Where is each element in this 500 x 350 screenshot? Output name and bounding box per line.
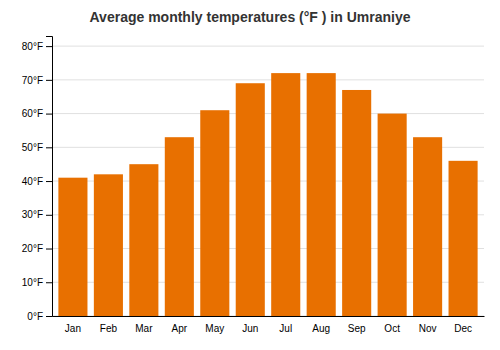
- x-tick-label: Oct: [384, 323, 400, 334]
- y-tick: 40°F: [22, 176, 52, 187]
- grid-line: [52, 79, 484, 80]
- x-tick-label: Mar: [135, 323, 153, 334]
- chart-svg: 0°F 10°F 20°F 30°F 40°F 50°F 60°F 70°F 80°F Jan Fe…: [0, 0, 500, 350]
- y-tick-mark: [46, 215, 52, 216]
- title: Average monthly temperatures (°F ) in Um…: [90, 9, 411, 25]
- bar: [129, 164, 158, 316]
- y-tick: 70°F: [22, 75, 52, 86]
- x-tick-label: Jan: [65, 323, 81, 334]
- bar: [413, 137, 442, 316]
- x-tick-label: May: [205, 323, 224, 334]
- chart-container: 0°F 10°F 20°F 30°F 40°F 50°F 60°F 70°F 80°F Jan Fe…: [0, 0, 500, 350]
- x-tick: Dec: [454, 323, 472, 334]
- y-tick-mark: [46, 181, 52, 182]
- y-tick-mark: [46, 114, 52, 115]
- y-tick-mark: [46, 80, 52, 81]
- x-tick: Jan: [65, 323, 81, 334]
- y-tick: 10°F: [22, 277, 52, 288]
- bar: [94, 174, 123, 316]
- x-tick: Aug: [312, 323, 330, 334]
- y-tick-mark: [46, 46, 52, 47]
- bar: [342, 90, 371, 316]
- bar: [165, 137, 194, 316]
- y-tick: 20°F: [22, 243, 52, 254]
- y-tick-label: 20°F: [22, 243, 43, 254]
- bar: [200, 110, 229, 316]
- x-tick: Apr: [172, 323, 188, 334]
- y-tick-label: 70°F: [22, 75, 43, 86]
- marks: [58, 73, 477, 316]
- bar: [271, 73, 300, 316]
- bar: [307, 73, 336, 316]
- x-tick-label: Jun: [242, 323, 258, 334]
- y-tick-mark: [46, 147, 52, 148]
- x-tick: Mar: [135, 323, 153, 334]
- y-tick-mark: [46, 282, 52, 283]
- y-tick-label: 50°F: [22, 142, 43, 153]
- x-tick-label: Feb: [100, 323, 118, 334]
- y-tick: 0°F: [27, 311, 52, 322]
- x-tick: Jun: [242, 323, 258, 334]
- x-tick: Sep: [348, 323, 366, 334]
- grid-line: [52, 113, 484, 114]
- x-tick: May: [205, 323, 224, 334]
- y-tick-mark: [46, 249, 52, 250]
- y-axis-line: [46, 37, 53, 317]
- y-tick: 50°F: [22, 142, 52, 153]
- y-tick-label: 60°F: [22, 108, 43, 119]
- bar: [449, 161, 478, 316]
- y-tick: 60°F: [22, 108, 52, 119]
- x-tick: Feb: [100, 323, 118, 334]
- plot: 0°F 10°F 20°F 30°F 40°F 50°F 60°F 70°F 80°F Jan Fe…: [22, 37, 485, 335]
- y-tick-label: 40°F: [22, 176, 43, 187]
- y-tick: 30°F: [22, 209, 52, 220]
- x-tick-label: Jul: [279, 323, 292, 334]
- x-axis: Jan Feb Mar Apr May Jun Jul Aug Sep Oct Nov Dec: [53, 317, 485, 335]
- x-tick-label: Nov: [419, 323, 437, 334]
- y-axis: 0°F 10°F 20°F 30°F 40°F 50°F 60°F 70°F 80°F: [22, 37, 53, 322]
- bar: [236, 83, 265, 316]
- y-tick-mark: [46, 316, 52, 317]
- y-tick-label: 80°F: [22, 41, 43, 52]
- y-tick-label: 0°F: [27, 311, 43, 322]
- x-tick-label: Apr: [172, 323, 188, 334]
- y-tick-label: 10°F: [22, 277, 43, 288]
- x-tick-label: Dec: [454, 323, 472, 334]
- x-tick-label: Aug: [312, 323, 330, 334]
- bar: [58, 178, 87, 316]
- x-tick: Oct: [384, 323, 400, 334]
- grid: [52, 46, 484, 316]
- x-tick: Nov: [419, 323, 437, 334]
- x-axis-line: [53, 316, 485, 317]
- y-tick-label: 30°F: [22, 209, 43, 220]
- grid-line: [52, 46, 484, 47]
- bar: [378, 114, 407, 316]
- x-tick: Jul: [279, 323, 292, 334]
- y-tick: 80°F: [22, 41, 52, 52]
- x-tick-label: Sep: [348, 323, 366, 334]
